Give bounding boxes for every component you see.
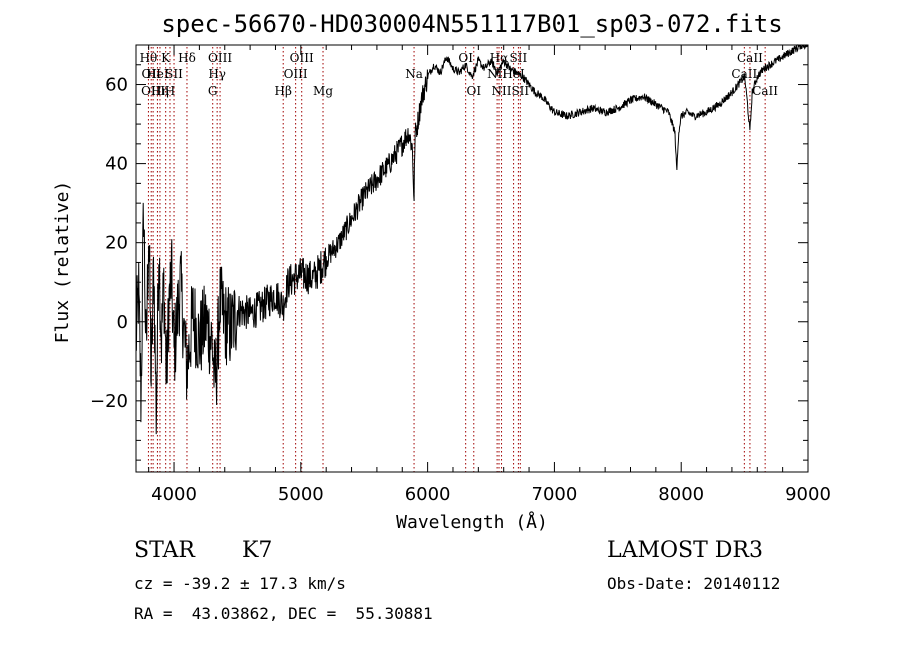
line-label: OIII [284,67,308,81]
line-label: SII [511,84,529,98]
x-tick-label: 6000 [405,484,451,505]
x-tick-label: 9000 [785,484,831,505]
observation-date: Obs-Date: 20140112 [607,574,781,593]
y-tick-label: 40 [105,154,128,175]
line-label: NII [492,84,512,98]
plot-frame [135,44,809,473]
x-tick-label: 5000 [278,484,324,505]
flux-series [135,43,808,435]
object-class: STAR [134,538,195,563]
line-label: H [165,84,175,98]
y-tick-label: 60 [105,75,128,96]
coordinates: RA = 43.03862, DEC = 55.30881 [134,604,433,623]
line-label: K [161,51,171,65]
survey-name: LAMOST DR3 [607,538,763,563]
y-tick-label: −20 [90,391,128,412]
line-label: G [208,84,218,98]
x-axis-label: Wavelength (Å) [396,511,548,533]
axis-ticks: 4000 5000 6000 7000 8000 9000 −20 0 20 40 60 [90,44,831,505]
line-label: Hδ [178,51,196,65]
y-tick-label: 0 [117,312,128,333]
line-label: Na [405,67,423,81]
line-label: Hη [151,84,169,98]
line-label: Hγ [208,67,226,81]
chart-title: spec-56670-HD030004N551117B01_sp03-072.f… [161,10,782,38]
line-label: OIII [141,84,165,98]
x-tick-label: 4000 [151,484,197,505]
line-label: HeI [146,67,169,81]
line-label: OI [458,51,473,65]
object-subclass: K7 [242,538,273,563]
line-label: Hθ [140,51,158,65]
line-label: OI [466,84,481,98]
flux-line [135,43,808,435]
line-label: OII [142,67,162,81]
line-label: SII [510,51,528,65]
x-tick-label: 7000 [532,484,578,505]
spectral-line-markers: Hθ OII OIII HeI Hη K H SII Hδ G Hγ OIII Hβ OIII OIII Mg… [140,47,778,472]
x-tick-label: 8000 [658,484,704,505]
line-label: OIII [208,51,232,65]
line-label: OIII [290,51,314,65]
line-label: Hβ [275,84,292,98]
line-label: Mg [313,84,333,98]
y-tick-label: 20 [105,233,128,254]
line-label: CaII [752,84,778,98]
redshift-velocity: cz = -39.2 ± 17.3 km/s [134,574,346,593]
line-label: SII [165,67,183,81]
y-axis-label: Flux (relative) [52,181,73,344]
line-label: CaII [737,51,763,65]
